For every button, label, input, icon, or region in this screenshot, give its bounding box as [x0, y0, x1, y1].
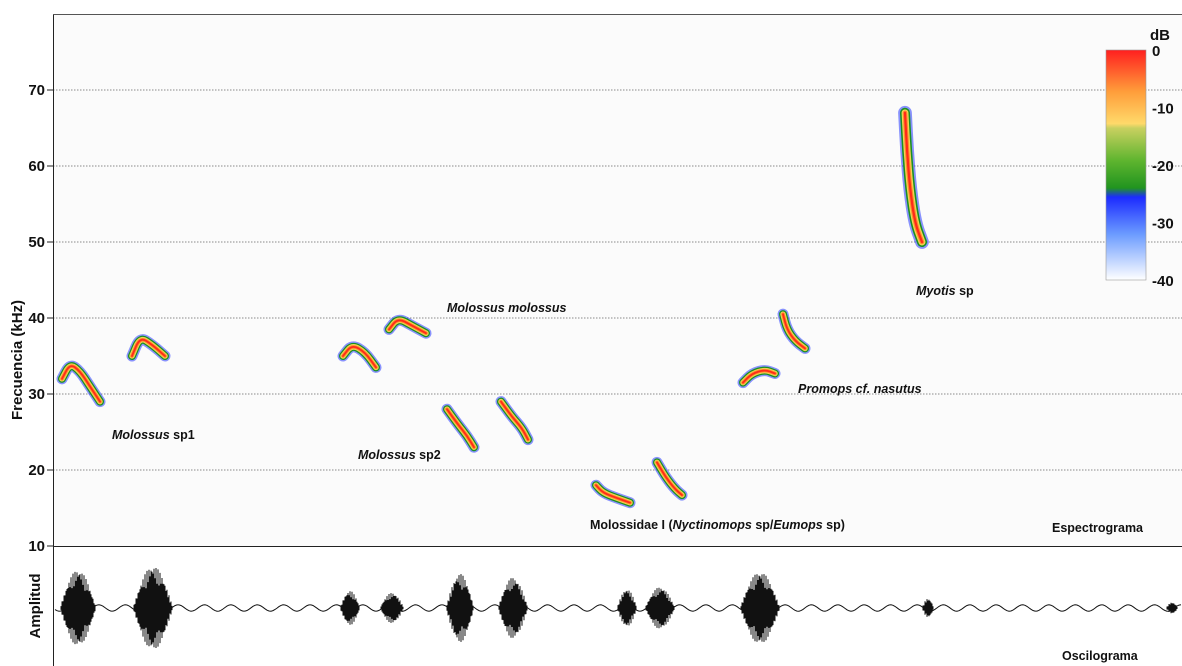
burst-lines [740, 574, 780, 642]
call-trace-7 [590, 479, 636, 509]
call-trace-8 [651, 456, 688, 501]
burst-lines [380, 593, 404, 623]
call-trace-layer [656, 461, 683, 496]
colorbar-unit: dB [1150, 27, 1170, 44]
oscillogram-burst-9 [740, 574, 780, 642]
frequency-tick-label: 70 [28, 82, 45, 99]
oscillogram-burst-11 [1166, 602, 1178, 614]
frequency-gridlines [53, 89, 1182, 471]
oscillogram-burst-8 [645, 587, 675, 629]
call-traces [56, 105, 929, 509]
call-trace-layer [342, 345, 377, 369]
call-trace-layer [595, 484, 631, 504]
frequency-tick-label: 40 [28, 310, 45, 327]
oscillogram-burst-7 [617, 590, 637, 626]
colorbar-scale [1105, 49, 1147, 281]
colorbar-tick-label: -40 [1152, 273, 1174, 290]
call-trace-3 [337, 341, 382, 373]
burst-lines [133, 568, 173, 648]
call-trace-layer [131, 338, 166, 357]
oscillogram-bursts [60, 568, 1178, 648]
spectrogram-panel-label: Espectrograma [1052, 521, 1144, 535]
call-trace-4 [383, 314, 432, 339]
oscillogram-panel: Amplitud Oscilograma [27, 546, 1182, 666]
frequency-tick-label: 20 [28, 462, 45, 479]
colorbar: dB 0 -10 -20 -30 -40 [1105, 27, 1174, 290]
call-trace-layer [446, 408, 475, 449]
call-trace-layer [742, 369, 776, 384]
oscillogram-burst-1 [60, 571, 96, 645]
burst-lines [1166, 602, 1178, 614]
burst-lines [922, 599, 934, 617]
colorbar-tick-label: -10 [1152, 101, 1174, 118]
burst-lines [645, 587, 675, 629]
label-myotis: Myotis sp [916, 284, 974, 298]
call-trace-9 [737, 365, 781, 389]
spectrogram-panel: 10 20 30 40 50 60 70 Frecuencia (kHz) Molossus… [9, 14, 1182, 555]
call-trace-layer [61, 365, 101, 403]
call-trace-layer [500, 400, 529, 441]
call-trace-6 [495, 396, 534, 446]
oscillogram-burst-2 [133, 568, 173, 648]
call-trace-layer [388, 319, 427, 335]
frequency-tick-label: 30 [28, 386, 45, 403]
oscillogram-burst-6 [498, 578, 528, 638]
label-molossus-sp1: Molossus sp1 [112, 428, 195, 442]
oscillogram-burst-4 [380, 593, 404, 623]
call-trace-layer [903, 111, 924, 244]
label-molossus-sp2: Molossus sp2 [358, 448, 441, 462]
frequency-tick-label: 60 [28, 158, 45, 175]
oscillogram-burst-3 [340, 591, 360, 625]
burst-lines [60, 571, 96, 645]
oscillogram-panel-label: Oscilograma [1062, 649, 1139, 663]
call-trace-2 [126, 334, 171, 362]
burst-lines [498, 578, 528, 638]
colorbar-tick-label: -30 [1152, 216, 1174, 233]
label-molossus-molossus: Molossus molossus [447, 301, 567, 315]
burst-lines [446, 574, 474, 642]
oscillogram-burst-10 [922, 599, 934, 617]
colorbar-tick-labels: 0 -10 -20 -30 -40 [1152, 43, 1174, 290]
call-trace-11 [898, 105, 929, 249]
frequency-tick-label: 50 [28, 234, 45, 251]
call-trace-1 [56, 360, 106, 408]
colorbar-tick-label: 0 [1152, 43, 1160, 60]
oscillogram-burst-5 [446, 574, 474, 642]
frequency-axis-title: Frecuencia (kHz) [9, 300, 26, 420]
frequency-tick-labels: 10 20 30 40 50 60 70 [28, 82, 53, 555]
call-trace-5 [441, 403, 480, 453]
amplitude-axis-title: Amplitud [27, 574, 44, 639]
label-promops: Promops cf. nasutus [798, 382, 922, 396]
call-trace-layer [782, 313, 806, 350]
label-molossidae: Molossidae I (Nyctinomops sp/Eumops sp) [590, 518, 845, 532]
burst-lines [340, 591, 360, 625]
spectrogram-background [53, 14, 1182, 546]
frequency-tick-label: 10 [28, 538, 45, 555]
burst-lines [617, 590, 637, 626]
call-trace-10 [777, 308, 811, 354]
colorbar-tick-label: -20 [1152, 158, 1174, 175]
